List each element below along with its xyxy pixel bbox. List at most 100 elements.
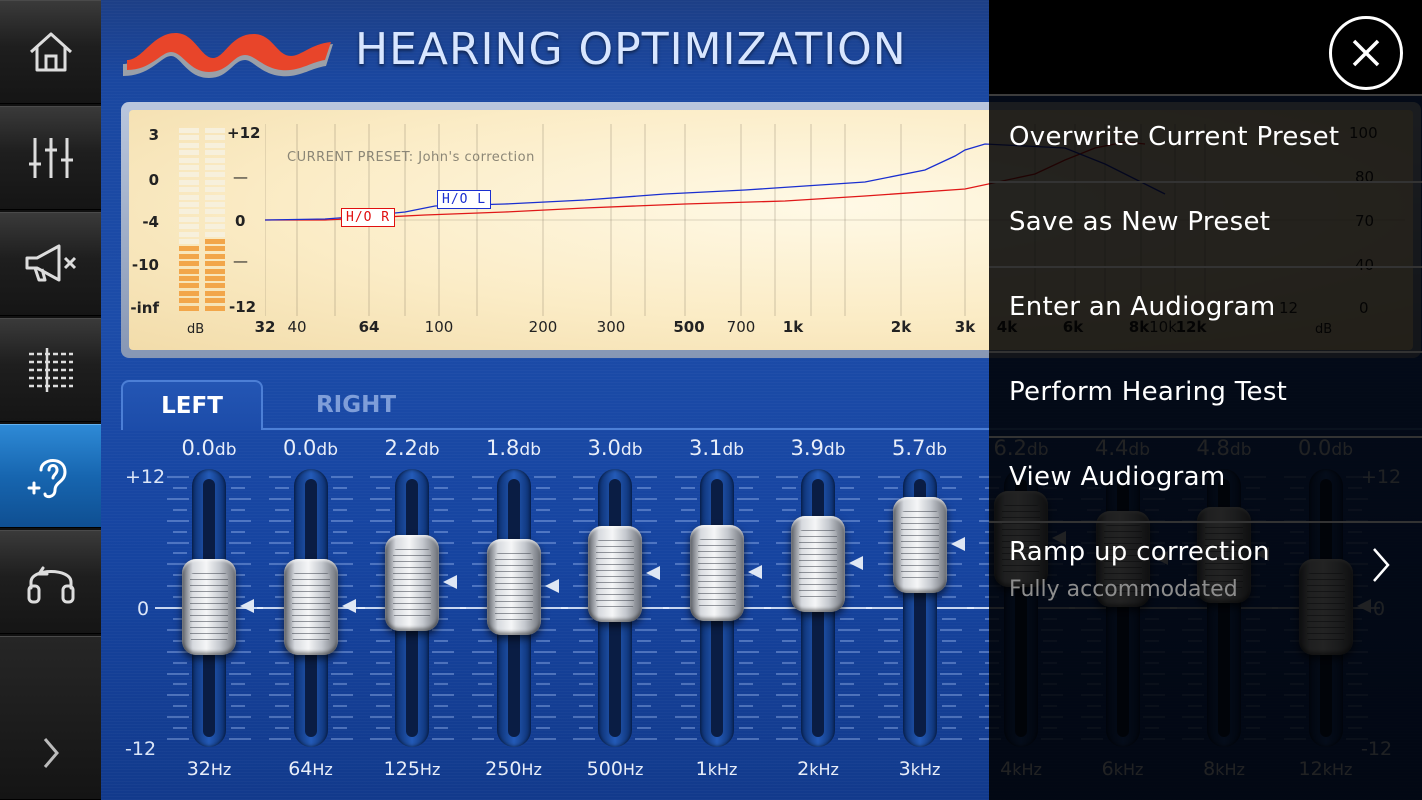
meter-segment bbox=[179, 187, 199, 193]
knob-indicator bbox=[849, 556, 863, 571]
band-frequency-label: 1kHz bbox=[695, 758, 738, 780]
meter-segment bbox=[205, 268, 225, 274]
slider-knob[interactable] bbox=[892, 496, 965, 593]
sidebar-expand[interactable] bbox=[0, 636, 101, 800]
band-gain-value: 1.8db bbox=[486, 436, 541, 460]
meter-segment bbox=[179, 202, 199, 207]
band-frequency-label: 2kHz bbox=[797, 758, 839, 780]
menu-item-view-audiogram[interactable]: View Audiogram bbox=[989, 438, 1422, 523]
x-axis-label: 200 bbox=[528, 318, 558, 336]
meter-segment bbox=[179, 283, 199, 289]
menu-item-save-new-preset[interactable]: Save as New Preset bbox=[989, 183, 1422, 268]
meter-segment bbox=[205, 298, 225, 304]
meter-label: -10 bbox=[131, 256, 159, 274]
headphones-icon bbox=[27, 566, 74, 604]
band-ticks bbox=[662, 476, 771, 740]
eq-band: 3.1db 1kHz bbox=[662, 436, 771, 786]
meter-segment bbox=[179, 261, 199, 267]
knob-indicator bbox=[341, 599, 356, 613]
x-axis-label: 40 bbox=[287, 318, 307, 336]
eq-band: 2.2db 125Hz bbox=[358, 436, 466, 786]
menu-item-hearing-test[interactable]: Perform Hearing Test bbox=[989, 353, 1422, 438]
band-gain-value: 2.2db bbox=[384, 436, 440, 460]
meter-segment bbox=[205, 150, 225, 156]
sidebar-item-hearing[interactable] bbox=[0, 424, 101, 528]
slider-knob[interactable] bbox=[486, 539, 559, 636]
knob-indicator bbox=[443, 574, 457, 589]
meter-segment bbox=[205, 224, 225, 230]
meter-segment bbox=[179, 194, 199, 200]
tab-left[interactable]: LEFT bbox=[121, 380, 263, 430]
meter-segment bbox=[179, 172, 199, 178]
band-frequency-label: 500Hz bbox=[586, 758, 644, 780]
meter-segment bbox=[179, 276, 199, 281]
menu-item-overwrite-preset[interactable]: Overwrite Current Preset bbox=[989, 98, 1422, 183]
eq-band: 3.0db 500Hz bbox=[561, 436, 669, 786]
meter-segment bbox=[205, 172, 225, 178]
menu-item-label: Save as New Preset bbox=[1009, 207, 1271, 237]
meter-segment bbox=[205, 157, 225, 163]
meter-segment bbox=[179, 239, 199, 244]
knob-indicator bbox=[240, 599, 254, 613]
slider-knob[interactable] bbox=[283, 559, 356, 655]
sidebar-item-graphic-eq[interactable] bbox=[0, 318, 101, 422]
band-gain-value: 3.0db bbox=[587, 436, 643, 460]
meter-label: 0 bbox=[148, 171, 159, 189]
menu-item-ramp-up[interactable]: Ramp up correction Fully accommodated bbox=[989, 523, 1422, 613]
x-axis-label: 1k bbox=[782, 318, 804, 336]
menu-item-enter-audiogram[interactable]: Enter an Audiogram bbox=[989, 268, 1422, 353]
meter-segment bbox=[205, 202, 225, 207]
eq-band: 0.0db 64Hz bbox=[256, 436, 365, 786]
meter-segment bbox=[205, 261, 225, 267]
band-ticks bbox=[256, 476, 365, 740]
meter-segment bbox=[205, 128, 225, 133]
meter-segment bbox=[179, 142, 199, 148]
home-icon bbox=[29, 32, 72, 72]
meter-segment bbox=[179, 268, 199, 274]
speaker-mute-icon bbox=[25, 244, 76, 282]
menu-item-sublabel: Fully accommodated bbox=[1009, 577, 1238, 602]
meter-segment bbox=[179, 179, 199, 185]
menu-item-label: Perform Hearing Test bbox=[1009, 377, 1288, 407]
meter-segment bbox=[179, 165, 199, 170]
meter-segment bbox=[179, 231, 199, 237]
tag-hor-right: H/O R bbox=[341, 208, 396, 227]
meter-segment bbox=[205, 283, 225, 289]
meter-segment bbox=[205, 165, 225, 170]
band-gain-value: 5.7db bbox=[892, 436, 947, 460]
slider-knob[interactable] bbox=[689, 525, 762, 622]
tab-right[interactable]: RIGHT bbox=[315, 392, 397, 418]
meter-segment bbox=[205, 239, 225, 244]
slider-knob[interactable] bbox=[385, 534, 457, 631]
band-ticks bbox=[358, 476, 466, 740]
sidebar-item-home[interactable] bbox=[0, 0, 101, 104]
sidebar bbox=[0, 0, 101, 800]
band-frequency-label: 3kHz bbox=[898, 758, 941, 780]
eq-scale-top: +12 bbox=[125, 466, 166, 488]
band-ticks bbox=[865, 476, 974, 740]
x-axis-label: 300 bbox=[596, 318, 626, 336]
band-gain-value: 3.9db bbox=[790, 436, 846, 460]
meter-segment bbox=[179, 128, 199, 133]
meter-label: -inf bbox=[130, 299, 159, 317]
meter-segment bbox=[179, 305, 199, 311]
meter-segment bbox=[179, 246, 199, 252]
meter-segment bbox=[205, 290, 225, 296]
band-gain-value: 0.0db bbox=[283, 436, 338, 460]
y-axis-label: +12 bbox=[227, 124, 261, 142]
slider-knob[interactable] bbox=[791, 516, 863, 613]
x-axis-label: 700 bbox=[726, 318, 756, 336]
sidebar-item-equalizer[interactable] bbox=[0, 106, 101, 210]
meter-segment bbox=[205, 246, 225, 252]
band-frequency-label: 125Hz bbox=[383, 758, 441, 780]
slider-knob[interactable] bbox=[182, 559, 254, 655]
sidebar-item-headphones[interactable] bbox=[0, 530, 101, 634]
sidebar-item-speaker[interactable] bbox=[0, 212, 101, 316]
close-button[interactable] bbox=[1329, 16, 1403, 90]
close-icon bbox=[1352, 39, 1380, 67]
slider-knob[interactable] bbox=[588, 526, 660, 623]
graphic-eq-icon bbox=[28, 348, 73, 392]
hearing-icon bbox=[27, 459, 67, 499]
band-ticks bbox=[155, 476, 263, 740]
meter-unit: dB bbox=[187, 322, 205, 337]
